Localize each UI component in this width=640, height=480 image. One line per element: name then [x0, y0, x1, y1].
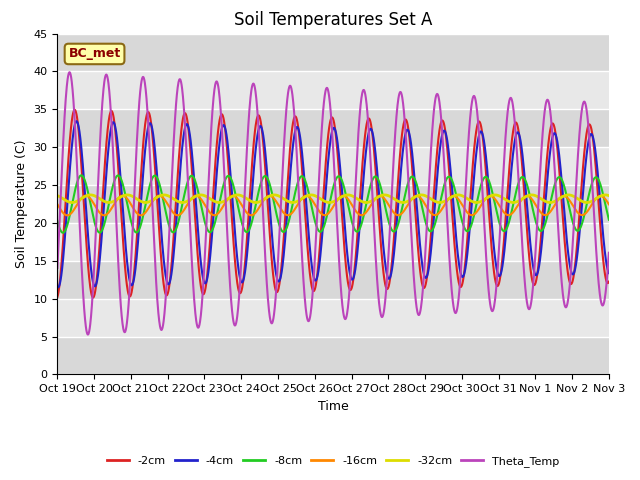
Bar: [58, 299, 609, 336]
-16cm: [589, 200, 597, 205]
Title: Soil Temperatures Set A: Soil Temperatures Set A: [234, 11, 433, 29]
-4cm: [323, 183, 330, 189]
Theta_Temp: [589, 201, 597, 207]
-16cm: [63, 213, 71, 218]
Theta_Temp: [605, 250, 612, 256]
-16cm: [54, 202, 61, 207]
X-axis label: Time: Time: [318, 400, 349, 413]
-8cm: [308, 203, 316, 209]
-16cm: [82, 193, 90, 199]
Bar: [58, 185, 609, 223]
-4cm: [54, 284, 61, 289]
-2cm: [82, 232, 90, 238]
-4cm: [308, 261, 316, 266]
Line: -4cm: -4cm: [58, 121, 609, 287]
Theta_Temp: [308, 303, 316, 309]
-2cm: [308, 282, 316, 288]
-8cm: [54, 218, 61, 224]
Bar: [58, 72, 609, 109]
Line: -32cm: -32cm: [58, 195, 609, 203]
-2cm: [71, 107, 79, 113]
Y-axis label: Soil Temperature (C): Soil Temperature (C): [15, 140, 28, 268]
-32cm: [605, 193, 612, 199]
-16cm: [308, 196, 316, 202]
-4cm: [488, 226, 496, 232]
-8cm: [83, 181, 90, 187]
Theta_Temp: [82, 324, 90, 329]
-32cm: [436, 200, 444, 205]
Theta_Temp: [54, 265, 61, 271]
Line: -16cm: -16cm: [58, 196, 609, 216]
-32cm: [54, 193, 61, 199]
-2cm: [323, 155, 330, 161]
-2cm: [488, 252, 496, 258]
Text: BC_met: BC_met: [68, 48, 121, 60]
Bar: [58, 147, 609, 185]
-32cm: [589, 197, 597, 203]
-16cm: [605, 202, 612, 207]
-16cm: [488, 193, 496, 199]
-4cm: [589, 135, 597, 141]
-8cm: [59, 230, 67, 236]
-32cm: [82, 193, 90, 199]
-8cm: [589, 178, 597, 183]
-4cm: [605, 270, 612, 276]
Line: Theta_Temp: Theta_Temp: [58, 72, 609, 335]
Theta_Temp: [323, 86, 330, 92]
-4cm: [54, 284, 62, 290]
-2cm: [605, 279, 612, 285]
-8cm: [77, 172, 85, 178]
Theta_Temp: [589, 196, 597, 202]
Bar: [58, 109, 609, 147]
-8cm: [488, 189, 496, 195]
-2cm: [589, 140, 597, 145]
-16cm: [83, 193, 90, 199]
Legend: -2cm, -4cm, -8cm, -16cm, -32cm, Theta_Temp: -2cm, -4cm, -8cm, -16cm, -32cm, Theta_Te…: [102, 451, 564, 471]
-16cm: [323, 212, 330, 218]
-32cm: [488, 192, 496, 198]
-2cm: [89, 295, 97, 300]
Bar: [58, 34, 609, 72]
Bar: [58, 223, 609, 261]
-4cm: [72, 119, 80, 124]
Theta_Temp: [66, 70, 74, 75]
-32cm: [307, 192, 315, 198]
-4cm: [83, 206, 90, 212]
-8cm: [323, 216, 330, 222]
-4cm: [589, 136, 597, 142]
-8cm: [605, 217, 612, 223]
Theta_Temp: [488, 308, 496, 314]
Theta_Temp: [84, 332, 92, 337]
Line: -2cm: -2cm: [58, 110, 609, 298]
-32cm: [234, 192, 241, 198]
-2cm: [54, 294, 61, 300]
-16cm: [589, 199, 597, 205]
-8cm: [589, 177, 597, 183]
-32cm: [589, 198, 597, 204]
Bar: [58, 261, 609, 299]
-2cm: [589, 137, 597, 143]
Bar: [58, 336, 609, 374]
Line: -8cm: -8cm: [58, 175, 609, 233]
-32cm: [322, 199, 330, 204]
